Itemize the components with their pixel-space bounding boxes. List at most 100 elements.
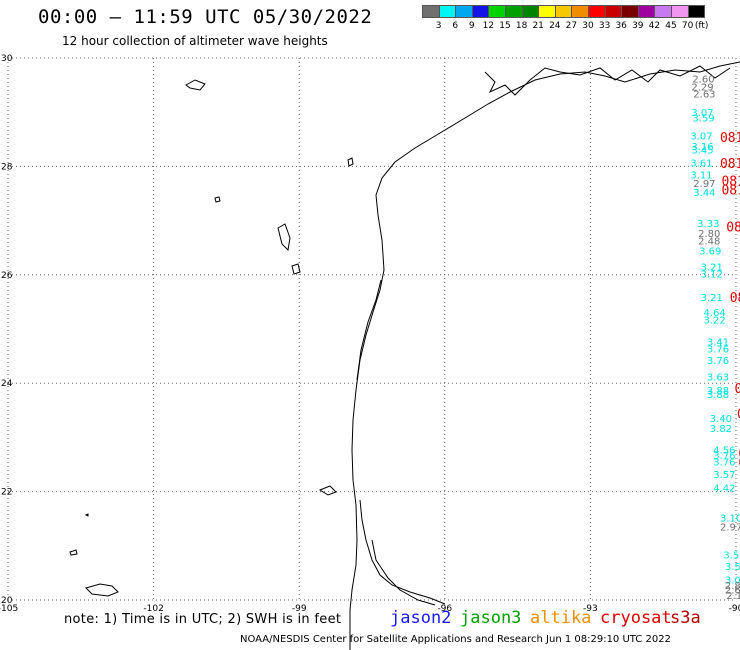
swh-value-label: 3.59 — [692, 113, 714, 124]
color-scale-label: 45 — [665, 21, 677, 31]
island-4 — [214, 196, 221, 203]
lat-lon-grid: -105 -102 -99 -96 -93 -90 30 28 26 24 22 20 — [0, 54, 740, 614]
island-1 — [185, 79, 206, 91]
swh-value-label: 3.21 — [701, 293, 723, 304]
map-subtitle: 12 hour collection of altimeter wave hei… — [62, 34, 328, 48]
latitude-tick-label: 24 — [1, 379, 13, 389]
island-6 — [69, 549, 78, 556]
pass-time-label: 080 — [738, 456, 740, 471]
island-3 — [291, 263, 301, 275]
swh-value-label: 2.60 — [692, 74, 714, 85]
color-scale-label: 33 — [598, 21, 611, 31]
swh-value-label: 3.61 — [690, 158, 712, 169]
pass-time-label: 0809 — [735, 382, 740, 397]
swh-value-label: 2.97 — [720, 523, 740, 534]
map-title: 00:00 – 11:59 UTC 05/30/2022 — [38, 6, 373, 28]
longitude-tick-label: -90 — [729, 604, 740, 614]
note-text: note: 1) Time is in UTC; 2) SWH is in fe… — [64, 612, 342, 627]
swh-value-label: 3.76 — [713, 458, 735, 469]
color-scale-swatch — [687, 5, 706, 18]
swh-value-label: 4.64 — [703, 308, 725, 319]
swh-value-label: 3.76 — [707, 344, 729, 355]
color-scale-label: 30 — [582, 21, 594, 31]
swh-value-label: 3.53 — [725, 562, 740, 573]
swh-value-label: 2.97 — [693, 179, 715, 190]
color-scale-label: 21 — [532, 21, 544, 31]
latitude-tick-label: 28 — [1, 162, 13, 172]
texas-barrier-islands — [356, 279, 382, 381]
yucatan-coast-line — [359, 499, 446, 605]
mission-legend-altika: altika — [530, 608, 592, 628]
swh-value-label: 3.10 — [720, 513, 740, 524]
color-scale-labels: 3 6 9 12 15 18 21 24 27 30 33 36 39 42 45 70 (ft) — [422, 21, 740, 33]
latitude-tick-label: 30 — [1, 54, 13, 64]
swh-value-label: 2.29 — [691, 83, 713, 94]
swh-value-label: 3.41 — [707, 337, 729, 348]
color-scale-label: 27 — [565, 21, 578, 31]
color-scale-label: 36 — [615, 21, 627, 31]
swh-value-label: 3.57 — [713, 470, 735, 481]
swh-value-label: 3.21 — [701, 262, 723, 273]
pass-time-label: 0809 — [726, 220, 740, 235]
swh-value-label: 3.82 — [710, 424, 732, 435]
swh-value-label: 3.63 — [707, 372, 729, 383]
color-scale-bar — [422, 5, 706, 18]
swh-value-label: 3.50 — [723, 550, 740, 561]
longitude-tick-label: -96 — [437, 604, 452, 614]
color-scale-label: 15 — [499, 21, 511, 31]
swh-value-label: 3.03 — [725, 576, 740, 587]
color-scale-label: 39 — [632, 21, 644, 31]
swh-value-label: 3.33 — [697, 219, 719, 230]
swh-value-label: 3.07 — [691, 108, 713, 119]
time-labels: 0810081008100810080908090809080908008008… — [720, 131, 740, 471]
mexico-inland-coast — [371, 539, 436, 606]
island-9 — [318, 485, 337, 496]
gulf-coast-line — [349, 61, 740, 650]
swh-value-label: 2.86 — [725, 581, 740, 592]
swh-value-label: 3.76 — [713, 451, 735, 462]
color-scale-label: 6 — [452, 21, 459, 31]
swh-value-label: 3.12 — [701, 270, 723, 281]
swh-value-label: 3.76 — [707, 356, 729, 367]
island-5 — [85, 583, 119, 597]
color-scale-label: 9 — [468, 21, 475, 31]
latitude-tick-label: 26 — [1, 271, 13, 281]
swh-value-label: 3.11 — [690, 170, 712, 181]
color-scale-label: 24 — [549, 21, 561, 31]
swh-value-label: 2.66 — [725, 585, 740, 596]
pass-time-label: 080 — [738, 447, 740, 462]
color-scale-label: 18 — [515, 21, 528, 31]
color-scale-label: 42 — [648, 21, 661, 31]
color-scale-label: 12 — [482, 21, 495, 31]
color-scale-label: 70 — [681, 21, 694, 31]
swh-value-label: 3.40 — [710, 414, 732, 425]
swh-value-label: 3.16 — [691, 142, 713, 153]
footer-credit: NOAA/NESDIS Center for Satellite Applica… — [240, 634, 671, 645]
color-scale-unit: (ft) — [694, 21, 709, 31]
swh-value-label: 3.44 — [693, 188, 715, 199]
swh-value-label: 4.42 — [713, 484, 735, 495]
swh-labels: 2.602.292.633.073.593.073.163.453.613.11… — [690, 74, 740, 602]
swh-value-label: 2.80 — [698, 229, 720, 240]
swh-value-label: 4.56 — [713, 446, 735, 457]
island-8 — [347, 157, 354, 167]
longitude-tick-label: -105 — [0, 604, 18, 614]
swh-value-label: 3.45 — [691, 145, 713, 156]
mission-legend-jason3: jason3 — [460, 608, 522, 628]
pass-time-label: 0809 — [737, 407, 740, 422]
swh-value-label: 2.63 — [693, 90, 715, 101]
color-scale-label: 3 — [435, 21, 442, 31]
island-7 — [84, 513, 89, 517]
swh-value-label: 3.88 — [707, 386, 729, 397]
latitude-tick-label: 22 — [1, 488, 12, 498]
longitude-tick-label: -102 — [143, 604, 163, 614]
mission-legend-s3a: s3a — [670, 608, 701, 628]
mission-legend-cryosat: cryosat — [600, 608, 672, 628]
louisiana-coast-detail — [484, 65, 731, 96]
swh-value-label: 3.88 — [707, 390, 729, 401]
